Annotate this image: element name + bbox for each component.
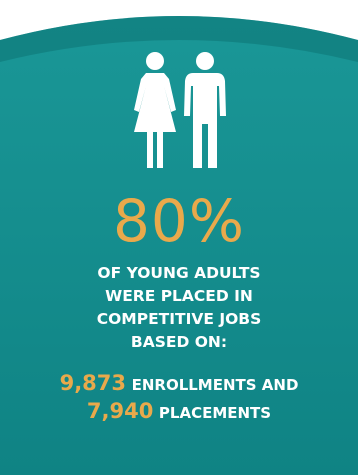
description-line: WERE PLACED IN — [105, 287, 253, 305]
description-line: COMPETITIVE JOBS — [96, 310, 262, 328]
male-person-icon — [184, 52, 226, 168]
stat-enrollments: 9,873 ENROLLMENTS AND — [0, 370, 358, 398]
stat-number: 9,873 — [59, 371, 127, 395]
description-line: OF YOUNG ADULTS — [97, 264, 261, 282]
people-icon-group — [134, 52, 226, 168]
description-text: OF YOUNG ADULTS WERE PLACED IN COMPETITI… — [0, 262, 358, 354]
description-line: BASED ON: — [130, 333, 228, 351]
stat-label: ENROLLMENTS AND — [131, 376, 299, 394]
stat-number: 7,940 — [86, 399, 154, 423]
female-person-icon — [134, 52, 176, 168]
stats-block: 9,873 ENROLLMENTS AND 7,940 PLACEMENTS — [0, 370, 358, 426]
percentage-headline: 80% — [113, 187, 245, 255]
stat-placements: 7,940 PLACEMENTS — [0, 398, 358, 426]
stat-label: PLACEMENTS — [158, 404, 272, 422]
